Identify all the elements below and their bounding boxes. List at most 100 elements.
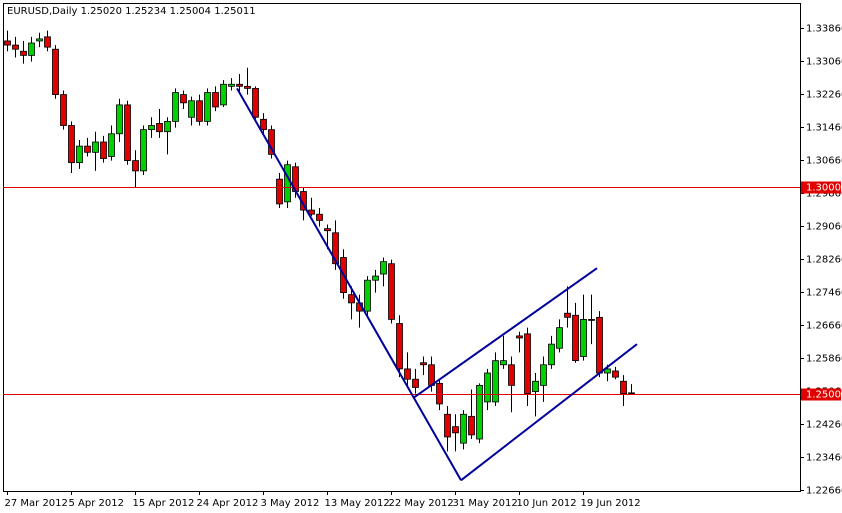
candle-body xyxy=(524,333,531,395)
candle-body xyxy=(516,335,523,339)
candle-body xyxy=(404,368,411,380)
candle-body xyxy=(44,36,51,48)
candle-body xyxy=(220,83,227,106)
candle-body xyxy=(556,327,563,349)
candle-body xyxy=(420,362,427,366)
candle-body xyxy=(60,94,67,126)
candle-body xyxy=(28,42,35,56)
y-tick-label: 1.33860 xyxy=(806,24,842,35)
candle-body xyxy=(372,275,379,281)
candle-body xyxy=(596,316,603,374)
candle-body xyxy=(532,380,539,392)
x-tick-label: 27 Mar 2012 xyxy=(5,498,68,509)
y-tick-label: 1.27460 xyxy=(806,288,842,299)
candle-body xyxy=(100,141,107,159)
candle-body xyxy=(588,318,595,321)
candle-body xyxy=(348,294,355,304)
candle-body xyxy=(172,92,179,122)
candle-body xyxy=(604,368,611,374)
candle-body xyxy=(188,100,195,118)
candle-body xyxy=(260,118,267,131)
candle-body xyxy=(4,40,11,46)
plot-frame xyxy=(3,3,801,492)
x-tick-label: 31 May 2012 xyxy=(453,498,518,509)
y-tick-label: 1.25860 xyxy=(806,354,842,365)
x-tick-label: 19 Jun 2012 xyxy=(581,498,641,509)
candle-body xyxy=(428,364,435,386)
candle-body xyxy=(316,213,323,221)
y-tick-label: 1.24260 xyxy=(806,420,842,431)
candle-body xyxy=(236,83,243,87)
price-label: 1.30000 xyxy=(806,183,842,194)
candle-body xyxy=(76,145,83,164)
candle-body xyxy=(228,83,235,87)
x-tick-label: 24 Apr 2012 xyxy=(197,498,259,509)
candle-body xyxy=(276,178,283,205)
candle-body xyxy=(20,50,27,56)
candle-body xyxy=(484,372,491,403)
candle-body xyxy=(284,164,291,203)
candle-body xyxy=(156,123,163,133)
candle-body xyxy=(68,125,75,164)
candle-body xyxy=(148,125,155,131)
price-label: 1.25000 xyxy=(806,390,842,401)
candle-body xyxy=(244,85,251,89)
candle-body xyxy=(508,364,515,386)
price-label-box xyxy=(801,388,841,401)
x-tick-label: 22 May 2012 xyxy=(389,498,454,509)
x-tick-label: 10 Jun 2012 xyxy=(517,498,577,509)
candle-body xyxy=(492,360,499,403)
candle-body xyxy=(52,48,59,95)
candle-body xyxy=(548,343,555,366)
trend-line xyxy=(460,343,638,482)
candle-body xyxy=(364,279,371,312)
candle-body xyxy=(572,314,579,362)
candle-body xyxy=(388,263,395,320)
candle-body xyxy=(452,426,459,434)
candle-body xyxy=(500,360,507,366)
candle-body xyxy=(124,104,131,161)
y-tick-label: 1.30660 xyxy=(806,156,842,167)
candle-body xyxy=(324,228,331,232)
candle-body xyxy=(436,382,443,405)
x-tick-label: 13 May 2012 xyxy=(325,498,390,509)
trend-line xyxy=(236,87,462,481)
chart-title: EURUSD,Daily 1.25020 1.25234 1.25004 1.2… xyxy=(7,6,256,17)
candle-body xyxy=(612,370,619,378)
candle-body xyxy=(460,413,467,444)
y-tick-label: 1.23460 xyxy=(806,453,842,464)
candle-body xyxy=(628,392,635,395)
candle-body xyxy=(468,415,475,436)
candle-body xyxy=(92,141,99,153)
y-tick-label: 1.29860 xyxy=(806,189,842,200)
y-tick-label: 1.31460 xyxy=(806,123,842,134)
candle-body xyxy=(36,38,43,42)
candle-body xyxy=(396,323,403,370)
candle-body xyxy=(140,129,147,172)
candle-body xyxy=(380,261,387,275)
candle-body xyxy=(444,413,451,438)
y-tick-label: 1.28260 xyxy=(806,255,842,266)
candle-body xyxy=(332,232,339,265)
x-tick-label: 5 Apr 2012 xyxy=(69,498,124,509)
candle-body xyxy=(132,160,139,172)
candle-body xyxy=(108,133,115,157)
candle-body xyxy=(12,44,19,50)
candle-body xyxy=(180,94,187,104)
x-tick-label: 3 May 2012 xyxy=(261,498,320,509)
candle-body xyxy=(204,92,211,122)
y-tick-label: 1.29060 xyxy=(806,222,842,233)
candle-body xyxy=(196,100,203,122)
trend-line xyxy=(412,267,598,400)
candle-body xyxy=(540,364,547,386)
candle-body xyxy=(84,145,91,153)
candle-body xyxy=(252,87,259,118)
candle-body xyxy=(580,318,587,357)
candle-body xyxy=(116,104,123,135)
price-label-box xyxy=(801,181,841,194)
candle-body xyxy=(164,120,171,133)
y-tick-label: 1.33060 xyxy=(806,57,842,68)
candle-body xyxy=(412,378,419,388)
